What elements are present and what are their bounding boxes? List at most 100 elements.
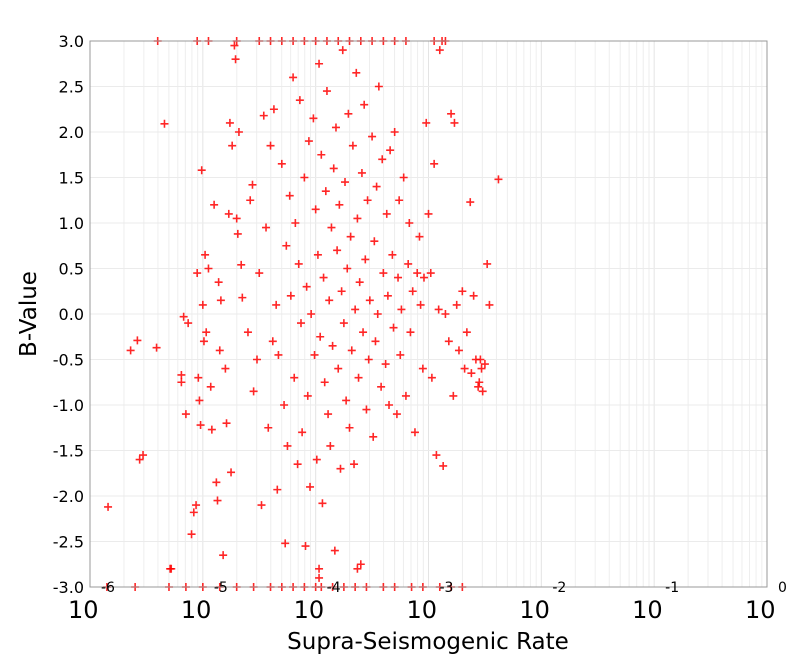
data-point bbox=[214, 278, 223, 287]
data-point bbox=[295, 96, 304, 105]
data-point bbox=[224, 209, 233, 218]
data-point bbox=[221, 364, 230, 373]
data-point bbox=[415, 232, 424, 241]
x-tick-exponent: -5 bbox=[214, 580, 228, 596]
data-point bbox=[350, 460, 359, 469]
data-point bbox=[272, 300, 281, 309]
y-tick-label: -1.5 bbox=[53, 442, 84, 461]
data-point bbox=[201, 250, 210, 259]
data-point bbox=[357, 168, 366, 177]
data-point bbox=[466, 198, 475, 207]
data-point bbox=[133, 336, 142, 345]
data-point bbox=[196, 421, 205, 430]
data-point bbox=[289, 73, 298, 82]
y-tick-label: 1.0 bbox=[59, 214, 84, 233]
data-point bbox=[344, 109, 353, 118]
data-point bbox=[243, 328, 252, 337]
y-tick-label: -3.0 bbox=[53, 578, 84, 597]
data-point bbox=[404, 259, 413, 268]
data-point bbox=[418, 364, 427, 373]
data-point bbox=[215, 346, 224, 355]
grid bbox=[90, 40, 767, 588]
y-tick-label: 2.5 bbox=[59, 78, 84, 97]
data-point bbox=[396, 350, 405, 359]
data-point bbox=[394, 273, 403, 282]
data-point bbox=[386, 146, 395, 155]
y-tick-label: 1.5 bbox=[59, 169, 84, 188]
data-point bbox=[329, 164, 338, 173]
data-point bbox=[345, 423, 354, 432]
data-point bbox=[401, 391, 410, 400]
data-point bbox=[281, 539, 290, 548]
data-point bbox=[335, 200, 344, 209]
data-point bbox=[331, 123, 340, 132]
data-point bbox=[458, 287, 467, 296]
x-tick-exponent: -4 bbox=[327, 580, 341, 596]
data-point bbox=[338, 46, 347, 55]
data-point bbox=[255, 269, 264, 278]
data-point bbox=[322, 87, 331, 96]
data-point bbox=[184, 319, 193, 328]
data-point bbox=[480, 360, 489, 369]
data-point bbox=[193, 269, 202, 278]
data-point bbox=[339, 319, 348, 328]
data-point bbox=[341, 178, 350, 187]
data-point bbox=[277, 159, 286, 168]
data-point bbox=[195, 396, 204, 405]
data-point bbox=[397, 305, 406, 314]
data-point bbox=[374, 82, 383, 91]
data-point bbox=[427, 373, 436, 382]
data-point bbox=[311, 205, 320, 214]
data-point bbox=[320, 378, 329, 387]
data-point bbox=[413, 269, 422, 278]
y-tick-label: 3.0 bbox=[59, 32, 84, 51]
data-point bbox=[233, 229, 242, 238]
data-point bbox=[452, 300, 461, 309]
data-point bbox=[356, 560, 365, 569]
data-point bbox=[177, 378, 186, 387]
data-point bbox=[410, 428, 419, 437]
data-point bbox=[194, 373, 203, 382]
data-point bbox=[300, 173, 309, 182]
data-point bbox=[252, 355, 261, 364]
data-point bbox=[476, 355, 485, 364]
data-point bbox=[246, 196, 255, 205]
y-tick-label: -1.0 bbox=[53, 396, 84, 415]
data-point bbox=[312, 455, 321, 464]
data-point bbox=[269, 105, 278, 114]
data-point bbox=[264, 423, 273, 432]
y-ticks: 3.0 2.5 2.0 1.5 1.0 0.5 0.0 -0.5 -1.0 -1.5 -2.0 -2.… bbox=[53, 32, 84, 597]
data-point bbox=[213, 496, 222, 505]
data-point bbox=[160, 119, 169, 128]
data-point bbox=[360, 100, 369, 109]
data-point bbox=[430, 159, 439, 168]
data-point bbox=[435, 46, 444, 55]
data-point bbox=[449, 391, 458, 400]
data-point bbox=[274, 350, 283, 359]
data-point bbox=[383, 291, 392, 300]
data-point bbox=[343, 264, 352, 273]
data-point bbox=[152, 343, 161, 352]
data-point bbox=[315, 573, 324, 582]
data-point bbox=[216, 296, 225, 305]
data-point bbox=[238, 293, 247, 302]
data-point bbox=[296, 319, 305, 328]
data-point bbox=[364, 355, 373, 364]
x-axis-label: Supra-Seismogenic Rate bbox=[287, 629, 569, 655]
data-point bbox=[210, 200, 219, 209]
data-point bbox=[315, 564, 324, 573]
data-point bbox=[206, 382, 215, 391]
data-point bbox=[342, 396, 351, 405]
data-point bbox=[330, 546, 339, 555]
data-point bbox=[424, 209, 433, 218]
data-point bbox=[266, 141, 275, 150]
data-point bbox=[477, 364, 486, 373]
data-point bbox=[126, 346, 135, 355]
data-point bbox=[336, 464, 345, 473]
data-point bbox=[372, 182, 381, 191]
data-point bbox=[355, 278, 364, 287]
data-point bbox=[273, 485, 282, 494]
data-point bbox=[313, 250, 322, 259]
x-tick-base: 10 bbox=[181, 596, 212, 624]
data-point bbox=[354, 373, 363, 382]
